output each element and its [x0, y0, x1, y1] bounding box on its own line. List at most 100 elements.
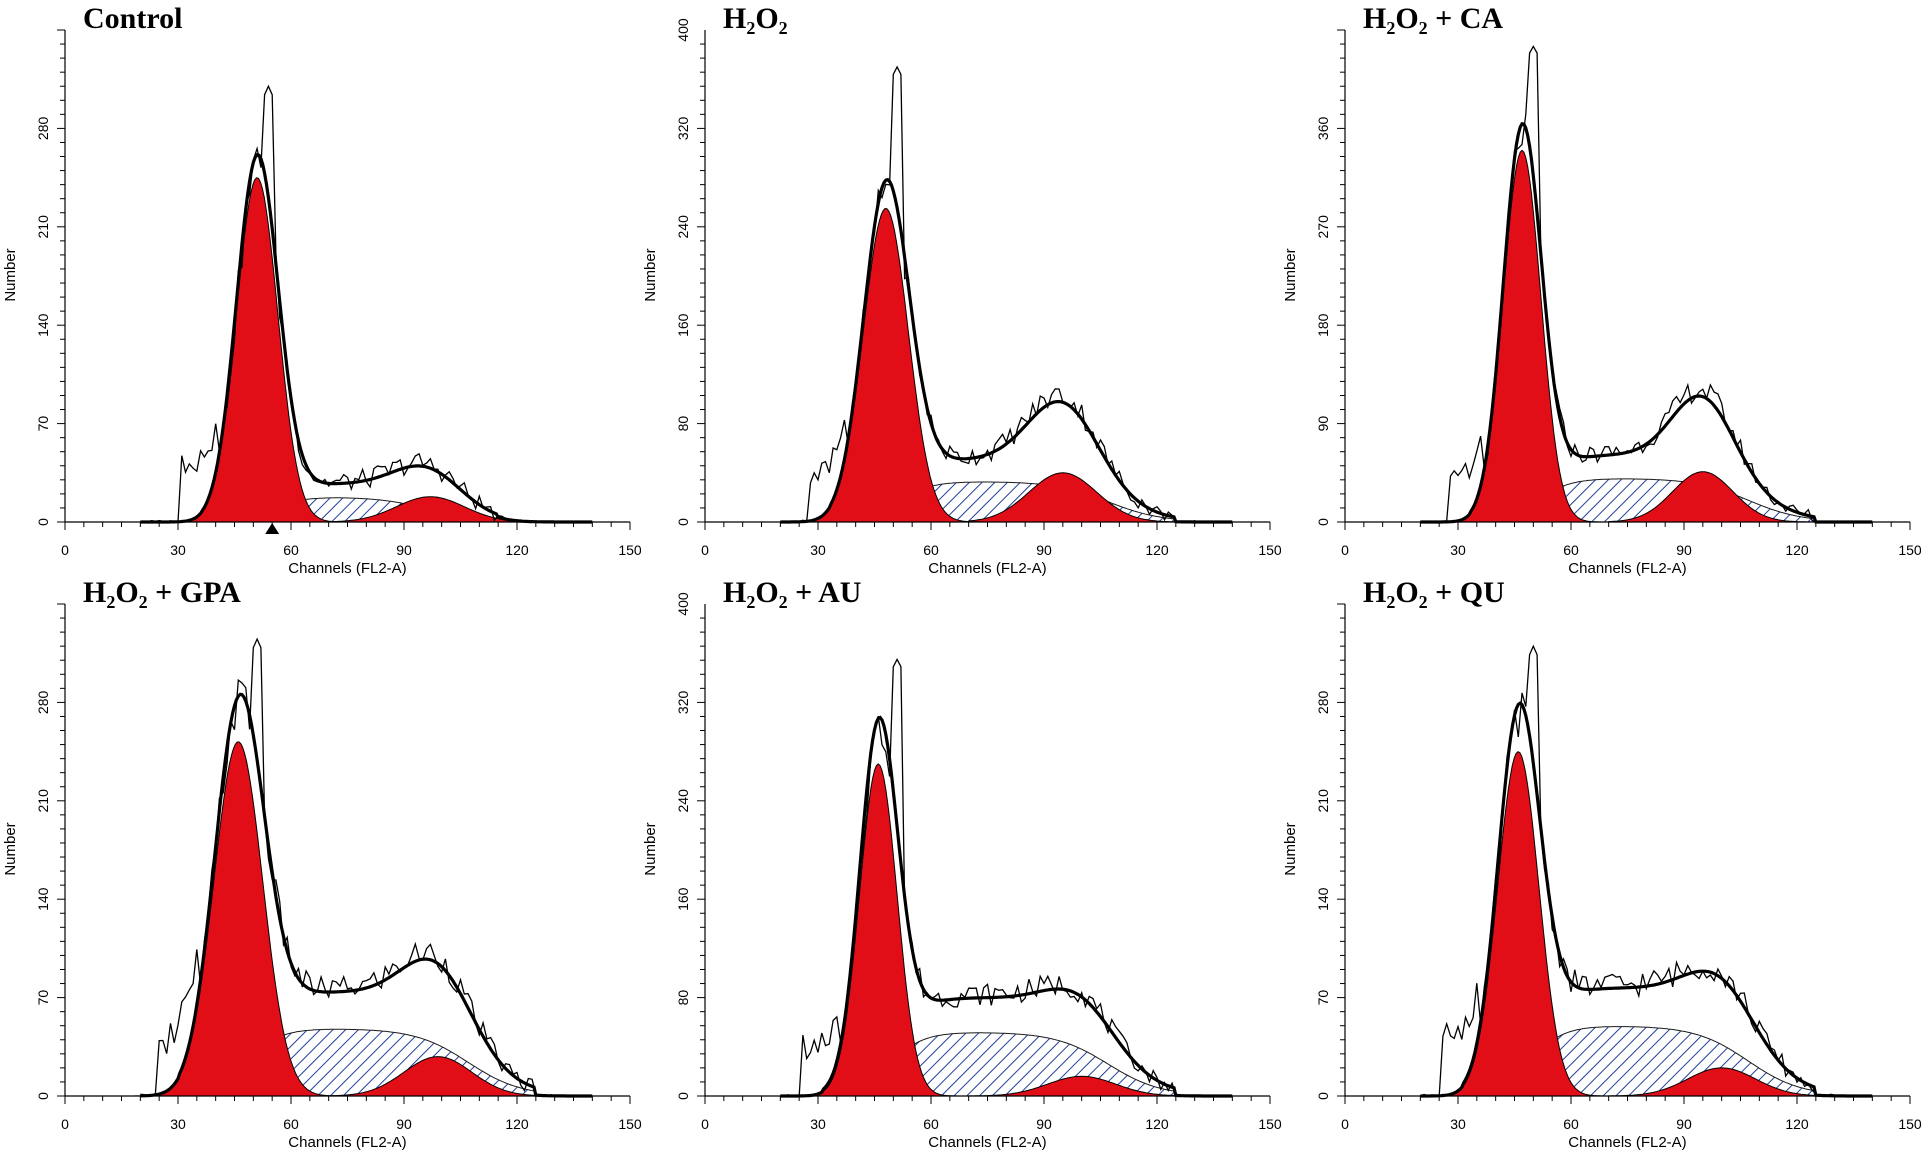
gate-marker-triangle	[265, 523, 280, 534]
panel-title: H₂O₂ + AU	[723, 576, 861, 609]
y-tick-label: 140	[1315, 887, 1331, 911]
y-tick-label: 210	[1315, 789, 1331, 813]
x-tick-label: 60	[283, 1116, 299, 1132]
y-axis-label: Number	[1282, 248, 1299, 301]
y-axis-label: Number	[2, 822, 19, 875]
raw-histogram-line	[780, 65, 1214, 523]
x-tick-label: 90	[396, 1116, 412, 1132]
x-axis-label: Channels (FL2-A)	[288, 560, 406, 577]
y-tick-label: 80	[675, 416, 691, 432]
y-tick-label: 320	[675, 691, 691, 715]
x-tick-label: 90	[1676, 1116, 1692, 1132]
y-axis-label: Number	[1282, 822, 1299, 875]
panel-title: H₂O₂	[723, 2, 788, 35]
x-axis-label: Channels (FL2-A)	[1568, 1134, 1686, 1151]
x-tick-label: 0	[1341, 1116, 1349, 1132]
y-tick-label: 90	[1315, 416, 1331, 432]
x-tick-label: 30	[810, 542, 826, 558]
x-axis-label: Channels (FL2-A)	[1568, 560, 1686, 577]
x-tick-label: 150	[618, 1116, 642, 1132]
x-tick-label: 120	[505, 1116, 529, 1132]
y-tick-label: 160	[675, 887, 691, 911]
x-tick-label: 30	[1450, 1116, 1466, 1132]
y-tick-label: 0	[35, 1092, 51, 1100]
x-tick-label: 90	[1036, 542, 1052, 558]
y-tick-label: 0	[675, 1092, 691, 1100]
y-tick-label: 400	[675, 592, 691, 616]
y-tick-label: 140	[35, 887, 51, 911]
y-tick-label: 80	[675, 990, 691, 1006]
model-fit-line	[140, 152, 593, 524]
x-tick-label: 0	[701, 542, 709, 558]
y-tick-label: 70	[35, 990, 51, 1006]
y-tick-label: 280	[1315, 691, 1331, 715]
x-tick-label: 120	[505, 542, 529, 558]
g2m-phase-area	[968, 472, 1195, 523]
y-axis-label: Number	[642, 822, 659, 875]
x-tick-label: 60	[1563, 542, 1579, 558]
x-tick-label: 90	[396, 542, 412, 558]
histogram-panel: 0 30 60 90 120 150 0 70 140 210 280 Channels (FL2-A…	[1282, 576, 1922, 1151]
x-axis-label: Channels (FL2-A)	[288, 1134, 406, 1151]
model-fit-line	[780, 177, 1233, 524]
x-tick-label: 120	[1145, 1116, 1169, 1132]
g2m-phase-area	[1607, 1067, 1836, 1097]
x-tick-label: 30	[1450, 542, 1466, 558]
x-axis-label: Channels (FL2-A)	[928, 1134, 1046, 1151]
x-tick-label: 90	[1676, 542, 1692, 558]
model-fit-line	[780, 715, 1233, 1098]
y-tick-label: 0	[1315, 1092, 1331, 1100]
y-tick-label: 360	[1315, 117, 1331, 141]
raw-histogram-line	[1420, 45, 1854, 523]
x-tick-label: 60	[923, 1116, 939, 1132]
y-tick-label: 270	[1315, 215, 1331, 239]
y-tick-label: 140	[35, 313, 51, 337]
histogram-panel: 0 30 60 90 120 150 0 70 140 210 280 Channels (FL2-A…	[2, 2, 642, 577]
panel-title: H₂O₂ + QU	[1363, 576, 1505, 609]
g2m-phase-area	[328, 1056, 556, 1097]
x-axis-label: Channels (FL2-A)	[928, 560, 1046, 577]
model-fit-line	[1420, 122, 1873, 524]
x-tick-label: 120	[1785, 542, 1809, 558]
x-tick-label: 60	[283, 542, 299, 558]
y-tick-label: 320	[675, 117, 691, 141]
y-tick-label: 280	[35, 691, 51, 715]
y-axis-label: Number	[642, 248, 659, 301]
y-tick-label: 180	[1315, 313, 1331, 337]
x-tick-label: 0	[61, 542, 69, 558]
x-tick-label: 150	[1258, 1116, 1282, 1132]
raw-histogram-line	[140, 84, 574, 523]
panel-title: Control	[83, 2, 182, 35]
y-tick-label: 400	[675, 18, 691, 42]
panel-title: H₂O₂ + GPA	[83, 576, 241, 609]
y-tick-label: 160	[675, 313, 691, 337]
x-tick-label: 0	[1341, 542, 1349, 558]
panel-title: H₂O₂ + CA	[1363, 2, 1503, 35]
y-tick-label: 0	[1315, 518, 1331, 526]
x-tick-label: 150	[618, 542, 642, 558]
x-tick-label: 150	[1898, 542, 1922, 558]
x-tick-label: 0	[701, 1116, 709, 1132]
y-tick-label: 240	[675, 215, 691, 239]
y-tick-label: 210	[35, 215, 51, 239]
x-tick-label: 120	[1785, 1116, 1809, 1132]
histogram-panel: 0 30 60 90 120 150 0 70 140 210 280 Channels (FL2-A…	[2, 576, 642, 1151]
x-tick-label: 90	[1036, 1116, 1052, 1132]
x-tick-label: 30	[170, 542, 186, 558]
histogram-panel: 0 30 60 90 120 150 0 90 180 270 360 Channels (FL2-A…	[1282, 2, 1922, 577]
x-tick-label: 150	[1258, 542, 1282, 558]
y-axis-label: Number	[2, 248, 19, 301]
raw-histogram-line	[140, 637, 574, 1097]
x-tick-label: 30	[170, 1116, 186, 1132]
raw-histogram-line	[780, 657, 1214, 1097]
raw-histogram-line	[1420, 644, 1854, 1097]
histogram-panel: 0 30 60 90 120 150 0 80 160 240 320 400 Channels (FL…	[642, 576, 1282, 1151]
g2m-phase-area	[967, 1075, 1196, 1097]
x-tick-label: 150	[1898, 1116, 1922, 1132]
x-tick-label: 30	[810, 1116, 826, 1132]
y-tick-label: 240	[675, 789, 691, 813]
y-tick-label: 0	[675, 518, 691, 526]
y-tick-label: 280	[35, 117, 51, 141]
x-tick-label: 120	[1145, 542, 1169, 558]
